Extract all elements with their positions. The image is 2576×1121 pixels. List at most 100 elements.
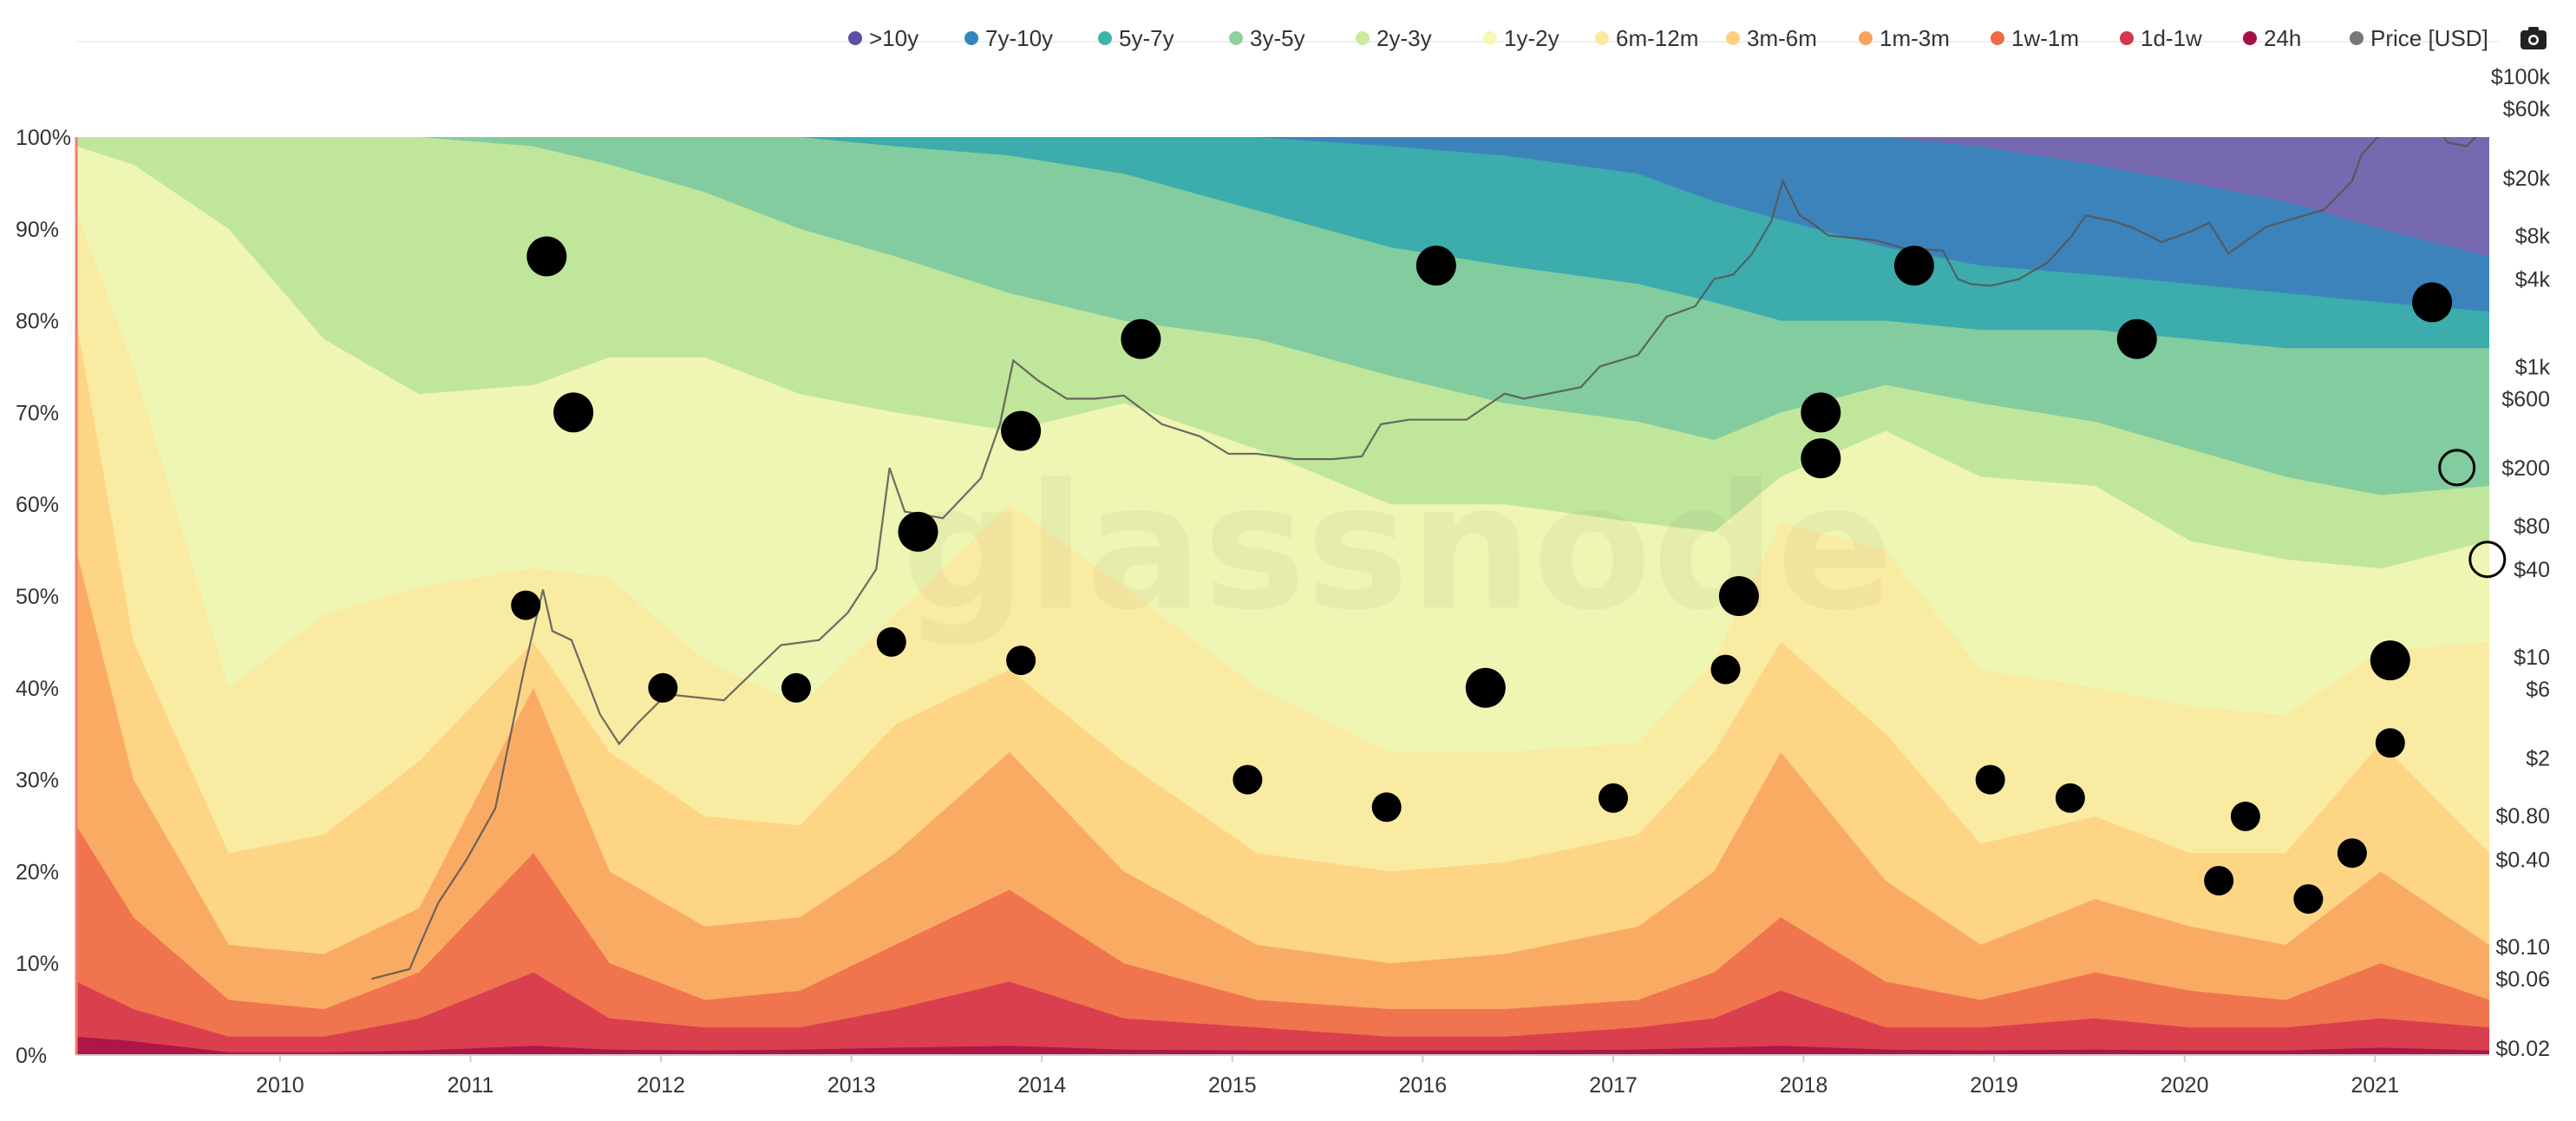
- legend: >10y 7y-10y 5y-7y 3y-5y 2y-3y 1y-2y 6m-12m 3m-6…: [848, 25, 2488, 51]
- x-tick-label: 2019: [1970, 1073, 2018, 1098]
- marker-dot: [2055, 783, 2085, 813]
- legend-item-7y-10y[interactable]: 7y-10y: [964, 25, 1053, 51]
- legend-item-3y-5y[interactable]: 3y-5y: [1229, 25, 1305, 51]
- y-right-tick-label: $20k: [2503, 167, 2551, 191]
- x-tick-label: 2012: [637, 1073, 685, 1098]
- y-left-tick-label: 40%: [16, 677, 59, 701]
- band-1w-1m: [76, 825, 2489, 1055]
- legend-item-2y-3y[interactable]: 2y-3y: [1356, 25, 1432, 51]
- marker-dot: [2293, 884, 2324, 914]
- legend-label: 7y-10y: [985, 25, 1053, 51]
- legend-label: 1w-1m: [2011, 25, 2079, 51]
- marker-ring: [2438, 449, 2476, 487]
- marker-dot: [2375, 728, 2405, 758]
- legend-item-1m-3m[interactable]: 1m-3m: [1859, 25, 1950, 51]
- x-tick-label: 2016: [1399, 1073, 1448, 1098]
- legend-swatch: [1991, 31, 2004, 45]
- band-3m-6m: [76, 320, 2489, 1055]
- marker-dot: [1599, 783, 1628, 813]
- legend-label: Price [USD]: [2370, 25, 2488, 51]
- marker-dot: [526, 236, 567, 277]
- legend-label: >10y: [869, 25, 919, 51]
- y-right-tick-label: $0.02: [2495, 1037, 2550, 1061]
- x-tick-label: 2015: [1208, 1073, 1257, 1098]
- y-left-tick-label: 100%: [16, 126, 71, 150]
- legend-label: 24h: [2264, 25, 2301, 51]
- marker-dot: [2370, 640, 2410, 681]
- y-left-tick-label: 30%: [16, 769, 59, 793]
- x-tick-label: 2021: [2350, 1073, 2399, 1098]
- marker-dot: [1801, 438, 1841, 479]
- y-right-tick-label: $1k: [2515, 355, 2551, 379]
- legend-swatch: [1483, 31, 1497, 45]
- watermark: glassnode: [902, 447, 1893, 649]
- marker-dot: [2337, 838, 2367, 869]
- legend-item-gt-10y[interactable]: >10y: [848, 25, 919, 51]
- x-tick-label: 2010: [256, 1073, 304, 1098]
- age-bands: [76, 137, 2489, 1055]
- marker-dot: [1710, 654, 1741, 685]
- legend-item-price-usd[interactable]: Price [USD]: [2350, 25, 2488, 51]
- marker-dot: [1001, 410, 1042, 451]
- marker-dot: [1801, 392, 1841, 433]
- y-right-tick-label: $8k: [2515, 224, 2551, 248]
- legend-swatch: [2243, 31, 2257, 45]
- legend-swatch: [2350, 31, 2364, 45]
- x-tick-label: 2014: [1017, 1073, 1066, 1098]
- marker-dot: [1465, 667, 1506, 708]
- y-right-tick-label: $0.80: [2495, 804, 2550, 829]
- marker-dot: [1006, 646, 1036, 676]
- y-right-tick-label: $100k: [2491, 65, 2551, 89]
- y-right-tick-label: $0.40: [2495, 849, 2550, 873]
- marker-dot: [1893, 246, 1934, 286]
- marker-dot: [1975, 764, 2005, 795]
- marker-dot: [511, 590, 541, 620]
- legend-item-3m-6m[interactable]: 3m-6m: [1726, 25, 1817, 51]
- y-right-tick-label: $80: [2514, 515, 2550, 539]
- marker-dot: [553, 392, 594, 433]
- y-right-tick-label: $10: [2514, 646, 2550, 670]
- x-tick-label: 2017: [1589, 1073, 1638, 1098]
- marker-dot: [898, 511, 938, 552]
- band-1d-1w: [76, 972, 2489, 1055]
- legend-item-24h[interactable]: 24h: [2243, 25, 2301, 51]
- legend-swatch: [1098, 31, 1112, 45]
- y-left-tick-label: 50%: [16, 585, 59, 609]
- legend-swatch: [2120, 31, 2134, 45]
- legend-item-1d-1w[interactable]: 1d-1w: [2120, 25, 2202, 51]
- y-left-tick-label: 0%: [16, 1044, 47, 1068]
- x-tick-label: 2011: [448, 1073, 494, 1098]
- y-left-tick-label: 80%: [16, 310, 59, 334]
- marker-dot: [2230, 801, 2260, 831]
- legend-swatch: [1726, 31, 1740, 45]
- y-axis-left: 0% 10% 20% 30% 40% 50% 60% 70% 80% 90% 100%: [16, 126, 71, 1068]
- legend-swatch: [964, 31, 978, 45]
- marker-dot: [1121, 318, 1161, 359]
- legend-item-5y-7y[interactable]: 5y-7y: [1098, 25, 1174, 51]
- legend-item-6m-12m[interactable]: 6m-12m: [1595, 25, 1698, 51]
- camera-icon[interactable]: [2520, 27, 2547, 49]
- band-24h: [76, 1036, 2489, 1055]
- y-right-tick-label: $200: [2501, 456, 2550, 481]
- y-right-tick-label: $2: [2526, 747, 2550, 771]
- markers: [511, 236, 2507, 914]
- marker-dot: [781, 672, 811, 703]
- price-series-line: [371, 137, 2478, 980]
- marker-dot: [2204, 866, 2234, 895]
- marker-dot: [1371, 792, 1402, 823]
- x-tick-label: 2018: [1780, 1073, 1828, 1098]
- legend-item-1y-2y[interactable]: 1y-2y: [1483, 25, 1559, 51]
- legend-swatch: [1859, 31, 1873, 45]
- legend-label: 1y-2y: [1504, 25, 1559, 51]
- legend-label: 5y-7y: [1119, 25, 1174, 51]
- band-1m-3m: [76, 550, 2489, 1055]
- marker-dot: [2116, 318, 2157, 359]
- legend-swatch: [848, 31, 862, 45]
- y-left-tick-label: 10%: [16, 952, 59, 976]
- legend-item-1w-1m[interactable]: 1w-1m: [1991, 25, 2079, 51]
- price-line: [371, 137, 2478, 980]
- legend-swatch: [1356, 31, 1370, 45]
- legend-label: 1m-3m: [1880, 25, 1950, 51]
- x-tick-label: 2013: [827, 1073, 876, 1098]
